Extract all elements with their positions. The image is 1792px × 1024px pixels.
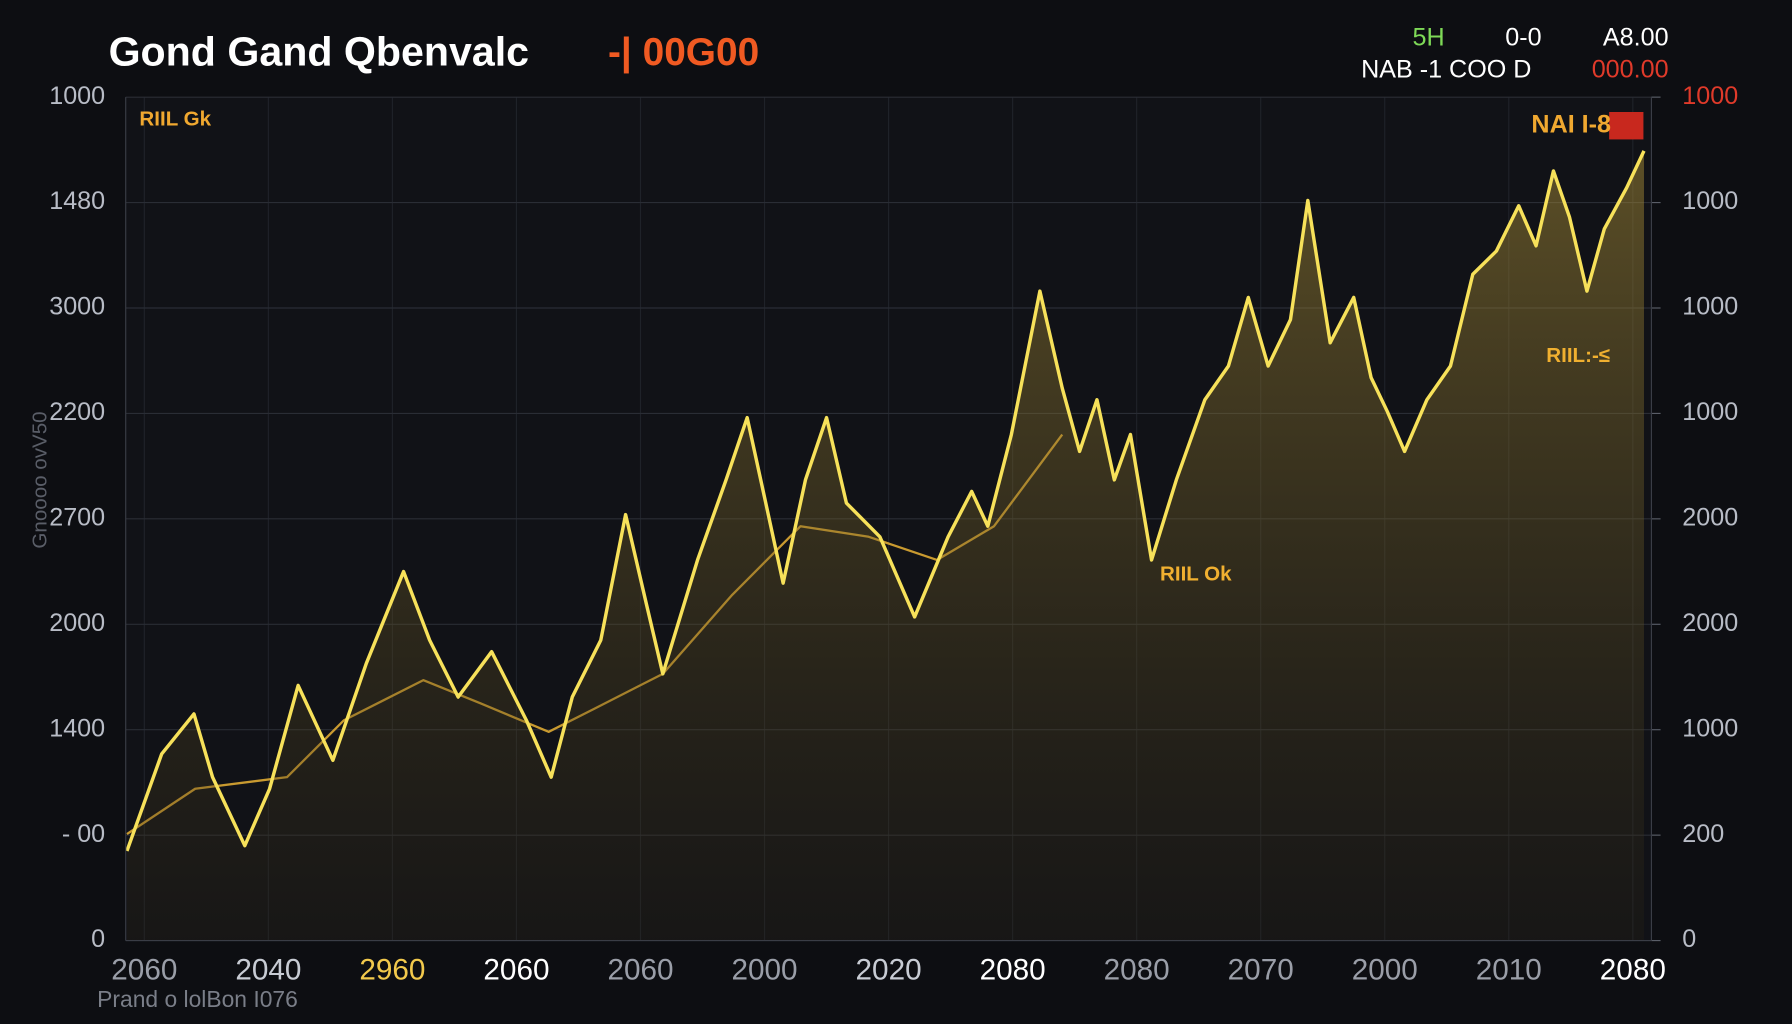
stat: NAB -1 COO D [1361,55,1531,83]
y-tick-label: 0 [91,925,105,953]
x-tick-label: 2080 [980,953,1046,986]
x-tick-label: 2070 [1228,953,1294,986]
x-tick-label: 2020 [856,953,922,986]
y-tick-label: 1480 [49,187,105,215]
area [126,150,1644,941]
stat: A8.00 [1603,23,1669,51]
x-tick-label: 2000 [731,953,797,986]
x-tick-label: 2000 [1352,953,1418,986]
annotation: RIIL:-≤ [1546,344,1610,367]
x-tick-label: 2060 [111,953,177,986]
annotation: NAI I-8 [1531,110,1611,138]
title-suffix: -| 00G00 [608,31,759,74]
stat: 000.00 [1592,55,1669,83]
x-tick-label: 2960 [359,953,425,986]
y-axis-label: Gnoooo ovV50 [29,411,52,548]
x-tick-label: 2060 [483,953,549,986]
y2-tick-label: 1000 [1682,82,1738,110]
y2-tick-label: 0 [1682,925,1696,953]
y2-tick-label: 1000 [1682,398,1738,426]
y-tick-label: 2200 [49,398,105,426]
x-tick-label: 2040 [235,953,301,986]
y2-tick-label: 2000 [1682,609,1738,637]
x-tick-label: 2060 [607,953,673,986]
footnote: Prand o lolBon I076 [97,986,298,1012]
annotation-box [1609,112,1644,140]
y2-tick-label: 1000 [1682,714,1738,742]
chart-title: Gond Gand Qbenvalc [109,29,529,75]
annotation: RIIL Gk [139,107,211,130]
y-tick-label: - 00 [62,820,105,848]
y-tick-label: 1400 [49,714,105,742]
y2-tick-label: 1000 [1682,293,1738,321]
y-tick-label: 2000 [49,609,105,637]
y2-tick-label: 200 [1682,820,1724,848]
labels: Gond Gand Qbenvalc -| 00G00 Gnoooo ovV50… [29,23,1739,1012]
y-tick-label: 3000 [49,293,105,321]
y-tick-label: 2700 [49,503,105,531]
marks [125,150,1646,941]
y-tick-label: 1000 [49,82,105,110]
x-tick-label: 2080 [1104,953,1170,986]
y2-tick-label: 2000 [1682,503,1738,531]
x-tick-label: 2080 [1600,953,1666,986]
stat: 5H [1413,23,1445,51]
stat: 0-0 [1505,23,1541,51]
annotation: RIIL Ok [1160,562,1232,585]
line [125,150,1646,852]
x-tick-label: 2010 [1476,953,1542,986]
y2-tick-label: 1000 [1682,187,1738,215]
